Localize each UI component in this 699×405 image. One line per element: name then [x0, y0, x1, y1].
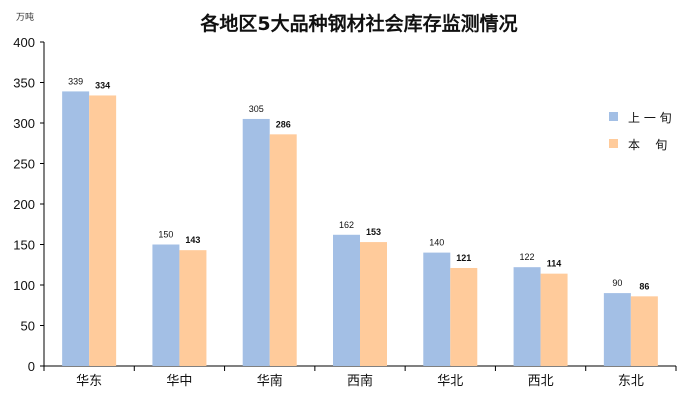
legend-label: 本 旬: [628, 138, 667, 152]
bar: [450, 267, 478, 366]
x-tick-label: 华东: [76, 374, 102, 389]
data-label: 140: [429, 238, 444, 248]
data-label: 114: [547, 259, 562, 269]
data-label: 122: [520, 252, 535, 262]
bar: [423, 252, 451, 366]
bar: [242, 118, 270, 366]
data-label: 286: [276, 119, 291, 129]
bar: [89, 95, 117, 367]
legend-label: 上 一 旬: [628, 111, 672, 125]
data-label: 90: [612, 278, 622, 288]
bar: [179, 250, 207, 366]
legend: 上 一 旬本 旬: [609, 111, 672, 152]
data-label: 305: [249, 104, 264, 114]
data-label: 150: [158, 230, 173, 240]
data-label: 121: [456, 253, 471, 263]
legend-swatch: [609, 139, 618, 148]
y-tick-label: 250: [13, 157, 35, 172]
bars-group: [62, 91, 658, 367]
y-tick-label: 350: [13, 76, 35, 91]
x-tick-label: 华南: [257, 373, 283, 389]
chart-title: 各地区5大品种钢材社会库存监测情况: [199, 12, 517, 35]
x-tick-label: 华中: [166, 374, 192, 389]
bar: [62, 91, 90, 366]
x-tick-label: 华北: [437, 374, 463, 389]
y-unit-label: 万吨: [16, 11, 34, 23]
data-label: 153: [366, 227, 381, 237]
y-tick-label: 300: [13, 116, 35, 131]
bar: [540, 273, 568, 366]
data-label: 86: [639, 281, 649, 291]
bar: [152, 244, 180, 366]
bar: [513, 267, 541, 366]
axes: 0 50 100 150 200 250 300 350 400 华东 华中 华南 西南 华北 西北 东北: [13, 35, 677, 389]
data-label: 339: [68, 76, 83, 86]
data-label: 143: [185, 235, 200, 245]
bar: [333, 234, 360, 366]
bar: [630, 296, 658, 366]
y-tick-label: 0: [28, 359, 35, 374]
y-tick-label: 200: [13, 197, 35, 212]
data-label: 162: [339, 220, 354, 230]
x-tick-label: 东北: [618, 374, 644, 389]
bar: [269, 134, 297, 366]
bar: [603, 293, 631, 366]
y-tick-label: 100: [13, 278, 35, 293]
y-tick-label: 150: [13, 238, 35, 253]
legend-swatch: [609, 112, 618, 121]
x-tick-label: 西北: [528, 374, 554, 389]
data-label: 334: [95, 80, 110, 90]
bar: [360, 242, 387, 366]
y-tick-label: 50: [21, 319, 35, 334]
x-tick-label: 西南: [347, 373, 373, 389]
y-tick-label: 400: [13, 35, 35, 50]
data-labels-group: 339 150 305 162 140 122 90 334 143 286 153 121 114 86: [68, 76, 649, 291]
